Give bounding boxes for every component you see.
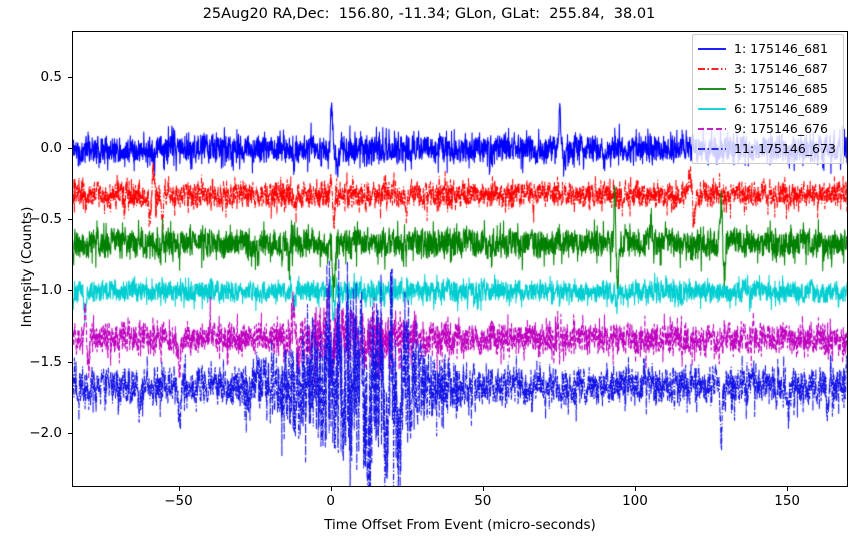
- x-tick-mark: [178, 487, 180, 491]
- x-tick-label: 150: [774, 493, 801, 509]
- x-tick-mark: [634, 487, 637, 491]
- x-tick-label: −50: [164, 493, 193, 509]
- legend-line-icon: [697, 63, 727, 75]
- legend-item[interactable]: 3: 175146_687: [697, 59, 838, 79]
- legend-item[interactable]: 9: 175146_676: [697, 119, 838, 139]
- legend-item[interactable]: 5: 175146_685: [697, 79, 838, 99]
- y-tick-label: 0.0: [40, 139, 62, 156]
- x-tick-mark: [482, 487, 484, 491]
- legend-line-icon: [697, 123, 727, 135]
- x-tick-label: 50: [474, 493, 492, 509]
- legend: 1: 175146_681 3: 175146_687 5: 175146_685 6…: [692, 34, 844, 164]
- legend-label: 1: 175146_681: [734, 41, 828, 56]
- legend-item[interactable]: 6: 175146_689: [697, 99, 838, 119]
- legend-label: 11: 175146_673: [734, 141, 836, 156]
- x-tick-mark: [330, 487, 332, 491]
- x-tick-label: 100: [622, 493, 648, 509]
- y-axis-label: Intensity (Counts): [19, 206, 35, 328]
- x-tick-label: 0: [326, 493, 335, 509]
- page-title: 25Aug20 RA,Dec: 156.80, -11.34; GLon, GL…: [202, 6, 656, 22]
- x-axis-label: Time Offset From Event (micro-seconds): [324, 517, 596, 533]
- legend-label: 9: 175146_676: [734, 121, 828, 136]
- legend-line-icon: [697, 143, 727, 155]
- y-tick-label: −2.0: [29, 424, 62, 441]
- x-tick-mark: [787, 487, 789, 491]
- legend-line-icon: [697, 43, 727, 55]
- legend-item[interactable]: 11: 175146_673: [697, 139, 838, 159]
- legend-label: 5: 175146_685: [734, 81, 828, 96]
- legend-line-icon: [697, 83, 727, 95]
- legend-line-icon: [697, 103, 727, 115]
- legend-label: 6: 175146_689: [734, 101, 828, 116]
- y-tick-label: 0.5: [40, 68, 62, 85]
- legend-label: 3: 175146_687: [734, 61, 828, 76]
- legend-item[interactable]: 1: 175146_681: [697, 39, 838, 59]
